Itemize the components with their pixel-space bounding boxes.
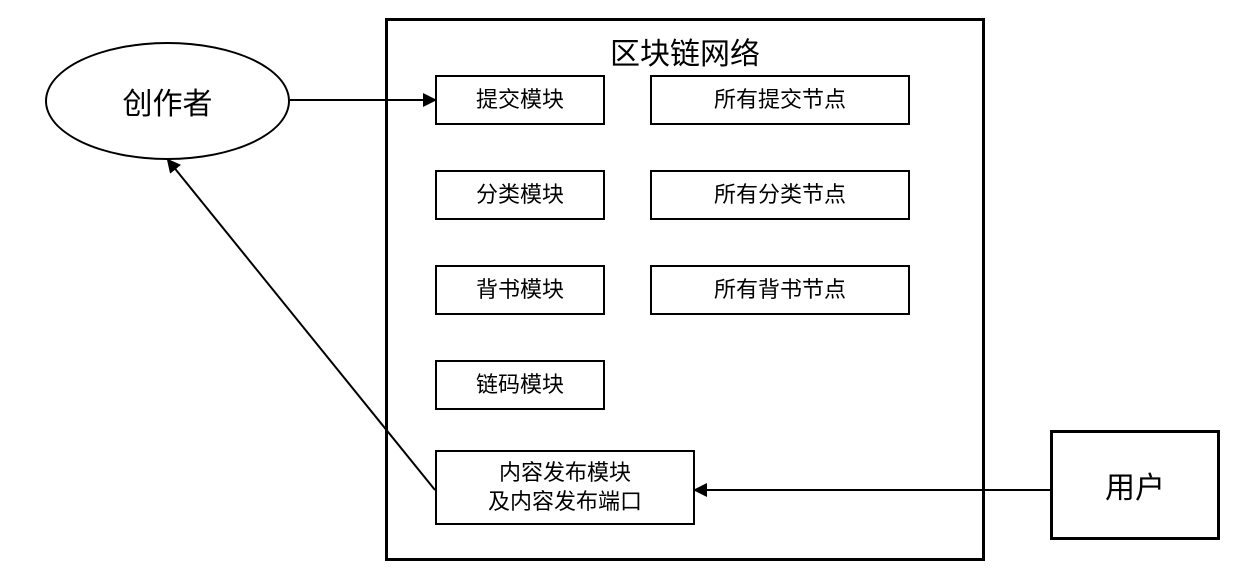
module-chaincode-module: 链码模块 (435, 360, 605, 410)
module-label: 提交模块 (476, 86, 564, 115)
module-label: 链码模块 (476, 371, 564, 400)
diagram-canvas: 区块链网络 创作者 提交模块 所有提交节点分类模块 所有分类节点背书模块 所有背书节点… (0, 0, 1240, 581)
module-submit-nodes: 所有提交节点 (650, 75, 910, 125)
user-label: 用户 (1105, 463, 1165, 507)
module-publish-module: 内容发布模块 及内容发布端口 (435, 450, 695, 525)
module-endorse-module: 背书模块 (435, 265, 605, 315)
user-node: 用户 (1050, 430, 1220, 540)
module-submit-module: 提交模块 (435, 75, 605, 125)
creator-label: 创作者 (123, 79, 213, 123)
module-classify-module: 分类模块 (435, 170, 605, 220)
creator-node: 创作者 (45, 42, 290, 160)
module-label: 所有分类节点 (714, 181, 846, 210)
network-title: 区块链网络 (388, 29, 982, 73)
module-endorse-nodes: 所有背书节点 (650, 265, 910, 315)
module-classify-nodes: 所有分类节点 (650, 170, 910, 220)
module-label: 所有提交节点 (714, 86, 846, 115)
module-label: 内容发布模块 及内容发布端口 (488, 459, 642, 516)
module-label: 分类模块 (476, 181, 564, 210)
module-label: 所有背书节点 (714, 276, 846, 305)
module-label: 背书模块 (476, 276, 564, 305)
